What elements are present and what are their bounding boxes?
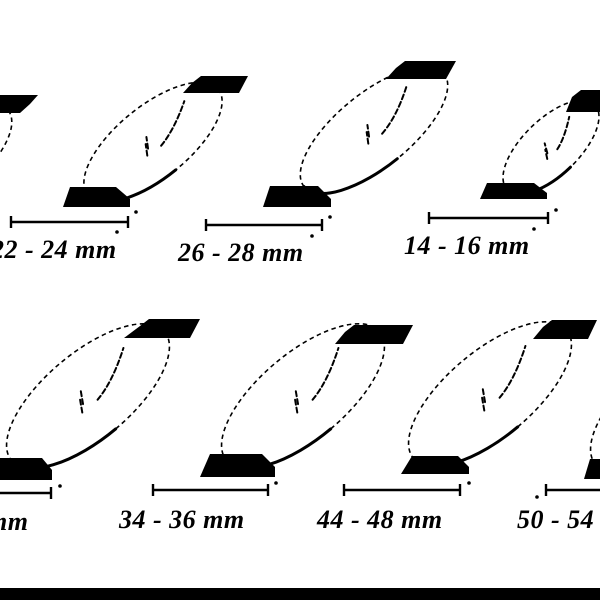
size-label-34-36: 34 - 36 mm	[118, 505, 245, 534]
size-label-14-16: 14 - 16 mm	[404, 231, 530, 260]
bottom-cap	[401, 456, 469, 474]
oval-14-16	[480, 90, 600, 199]
oval-lower-edge	[411, 425, 520, 468]
measure-line-44-48	[342, 484, 462, 496]
top-cap	[124, 319, 200, 338]
measure-line-34-36	[151, 484, 270, 496]
bottom-cap	[200, 454, 275, 477]
dot	[554, 208, 558, 212]
dot	[467, 481, 471, 485]
dot	[532, 227, 536, 231]
size-label-26-28: 26 - 28 mm	[177, 238, 304, 267]
oval-lower-edge	[224, 427, 333, 470]
dot	[134, 210, 138, 214]
oval-lower-edge	[86, 168, 178, 204]
inner-tick-marks	[293, 389, 300, 414]
inner-reflection-line	[311, 346, 340, 401]
inner-tick-marks	[480, 387, 487, 412]
top-cap	[533, 320, 597, 339]
top-cap	[335, 325, 413, 344]
measure-line-row2-left	[0, 487, 53, 499]
dot	[58, 484, 62, 488]
oval-26-28	[263, 61, 456, 207]
dot	[115, 230, 119, 234]
inner-tick-marks	[365, 124, 371, 145]
inner-reflection-line	[556, 115, 571, 151]
dot	[535, 495, 539, 499]
oval-34-36	[200, 322, 413, 477]
dot	[328, 215, 332, 219]
top-cap	[386, 61, 456, 79]
inner-tick-marks	[78, 389, 85, 414]
inner-reflection-line	[96, 346, 125, 401]
inner-reflection-line	[498, 344, 527, 399]
bottom-cap	[480, 183, 547, 199]
measure-line-50-54	[544, 484, 600, 496]
artifact-dots	[58, 208, 558, 499]
size-label-44-48: 44 - 48 mm	[316, 505, 443, 534]
top-cap	[0, 95, 38, 113]
size-label-50-54: 50 - 54 mm	[517, 505, 600, 534]
oval-50-54-partial	[584, 326, 600, 479]
bottom-cap	[0, 458, 52, 480]
size-label-row2-left-cut: mm	[0, 507, 28, 536]
oval-22-24	[63, 76, 248, 207]
dot	[274, 481, 278, 485]
bottom-cap	[63, 187, 130, 207]
dot	[310, 234, 314, 238]
oval-row2-left	[0, 319, 200, 480]
top-cap	[183, 76, 248, 93]
size-label-22-24: 22 - 24 mm	[0, 235, 117, 264]
measure-line-26-28	[204, 219, 324, 231]
inner-tick-marks	[543, 142, 549, 160]
top-cap	[566, 90, 600, 112]
oval-lower-edge	[505, 165, 572, 196]
measure-line-22-24	[9, 216, 130, 228]
measure-line-14-16	[427, 212, 550, 224]
oval-partial-top-left	[0, 95, 38, 222]
inner-tick-marks	[144, 136, 150, 157]
bottom-cap	[263, 186, 331, 207]
inner-reflection-line	[160, 100, 186, 147]
oval-44-48	[401, 320, 597, 474]
inner-reflection-line	[381, 86, 408, 135]
bottom-cap	[584, 459, 600, 479]
bottom-bar	[0, 588, 600, 600]
